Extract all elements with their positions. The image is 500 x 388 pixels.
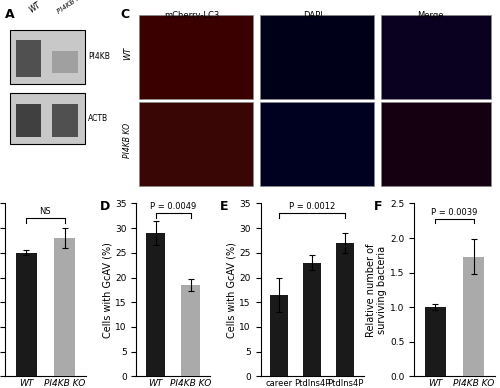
Bar — [10, 29, 85, 84]
Bar — [464, 257, 484, 376]
Text: DAPI: DAPI — [304, 11, 323, 21]
Text: Merge: Merge — [418, 11, 444, 21]
Text: NS: NS — [40, 207, 51, 216]
Bar — [336, 243, 354, 376]
Bar — [140, 15, 253, 99]
Text: mCherry-LC3: mCherry-LC3 — [164, 11, 220, 21]
Text: ACTB: ACTB — [88, 114, 108, 123]
Bar — [382, 15, 491, 99]
Text: PI4KB KO: PI4KB KO — [56, 0, 86, 15]
Y-axis label: Relative number of
surviving bacteria: Relative number of surviving bacteria — [366, 243, 388, 337]
Bar — [52, 51, 78, 73]
Text: PI4KB KO: PI4KB KO — [122, 123, 132, 158]
Bar — [303, 263, 321, 376]
Bar — [382, 102, 491, 186]
Text: P = 0.0049: P = 0.0049 — [150, 202, 196, 211]
Text: WT: WT — [28, 1, 42, 15]
Text: P = 0.0039: P = 0.0039 — [432, 208, 478, 217]
Bar — [140, 102, 253, 186]
Text: PI4KB: PI4KB — [88, 52, 110, 61]
Text: D: D — [100, 200, 110, 213]
Bar — [16, 104, 42, 137]
Bar — [10, 93, 85, 144]
Bar — [146, 233, 166, 376]
Bar — [54, 238, 75, 376]
Text: WT: WT — [122, 47, 132, 60]
Y-axis label: Cells with GcAV (%): Cells with GcAV (%) — [102, 242, 113, 338]
Bar — [260, 15, 374, 99]
Bar — [425, 307, 446, 376]
Text: E: E — [220, 200, 228, 213]
Bar — [270, 295, 288, 376]
Text: F: F — [374, 200, 382, 213]
Bar — [52, 104, 78, 137]
Bar — [181, 285, 201, 376]
Y-axis label: Cells with GcAV (%): Cells with GcAV (%) — [226, 242, 236, 338]
Text: A: A — [5, 8, 15, 21]
Text: P = 0.0012: P = 0.0012 — [289, 202, 335, 211]
Bar — [260, 102, 374, 186]
Bar — [16, 253, 36, 376]
Bar — [16, 40, 42, 77]
Text: C: C — [120, 8, 130, 21]
